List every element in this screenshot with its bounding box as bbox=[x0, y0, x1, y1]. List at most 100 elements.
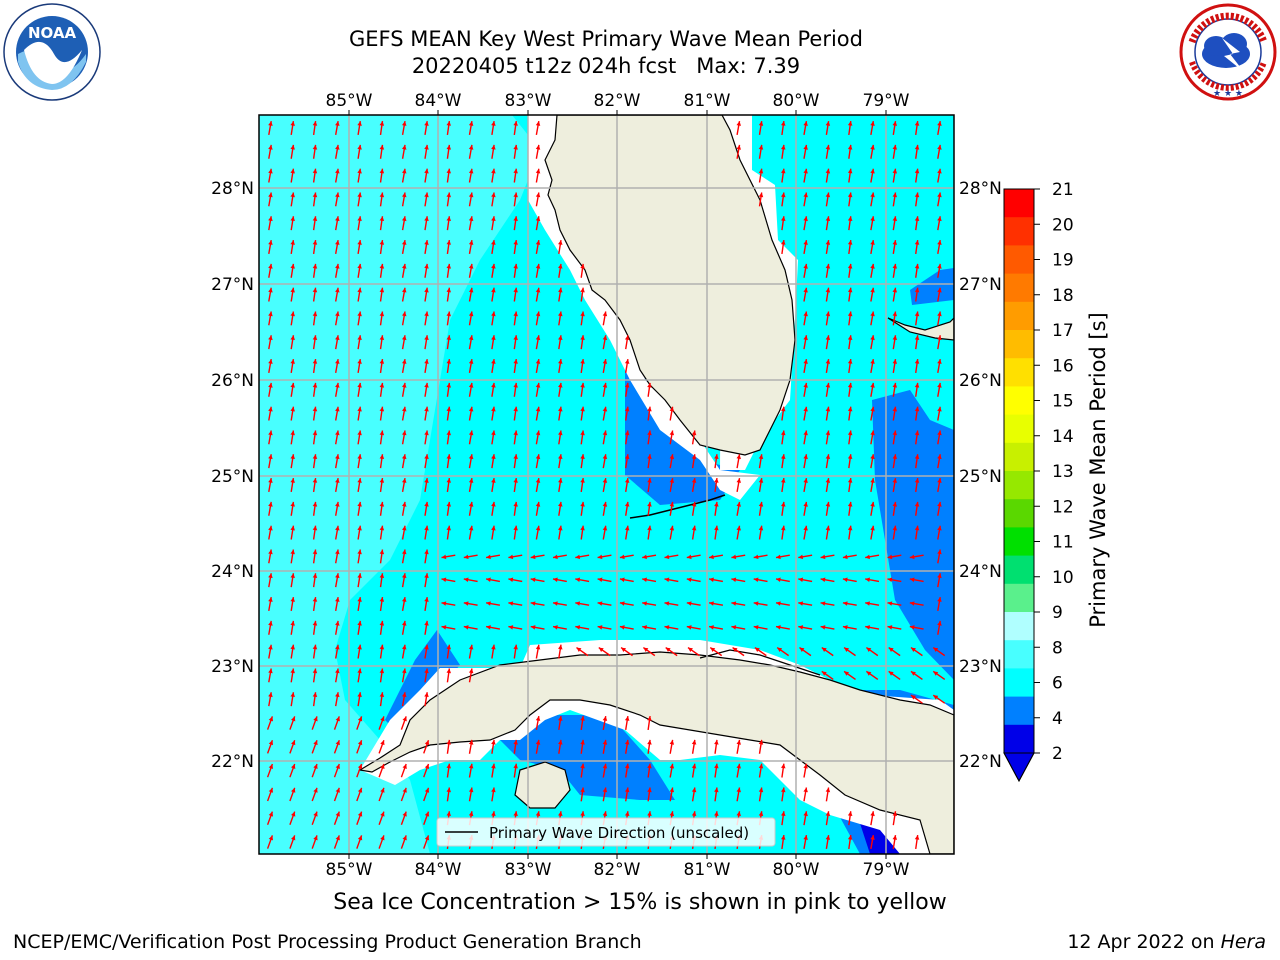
wave-arrow-head bbox=[313, 811, 318, 817]
wave-arrow-head bbox=[535, 240, 541, 245]
wave-arrow-head bbox=[558, 263, 563, 269]
lon-label-bottom: 79°W bbox=[863, 860, 910, 880]
wave-arrow-head bbox=[602, 811, 608, 817]
wave-arrow-head bbox=[268, 406, 273, 412]
wave-arrow-head bbox=[736, 478, 741, 483]
colorbar-tick-label: 17 bbox=[1052, 321, 1074, 341]
wave-arrow-head bbox=[753, 554, 759, 560]
wave-arrow-head bbox=[580, 263, 585, 269]
wave-arrow-head bbox=[887, 601, 893, 606]
wave-arrow-head bbox=[335, 644, 340, 650]
wave-arrow-head bbox=[669, 525, 675, 531]
wave-arrow-head bbox=[513, 144, 518, 150]
wave-arrow-head bbox=[379, 406, 385, 412]
wave-arrow-head bbox=[736, 121, 741, 126]
wave-arrow-head bbox=[446, 168, 452, 174]
wave-arrow-head bbox=[335, 478, 340, 483]
wave-arrow-head bbox=[379, 335, 385, 340]
wave-arrow-head bbox=[624, 525, 630, 531]
wave-arrow-head bbox=[335, 620, 340, 626]
wave-arrow-head bbox=[933, 647, 939, 652]
wave-arrow-head bbox=[335, 668, 340, 674]
wave-arrow-head bbox=[847, 501, 853, 507]
colorbar-tick-label: 15 bbox=[1052, 392, 1074, 412]
colorbar-segment bbox=[1004, 301, 1034, 331]
wave-arrow-head bbox=[714, 763, 719, 769]
wave-arrow-head bbox=[665, 647, 671, 652]
national-weather-service-logo-icon: ★ ★ ★ bbox=[1179, 3, 1277, 101]
wave-arrow-head bbox=[290, 549, 295, 555]
wave-arrow-head bbox=[424, 740, 430, 746]
colorbar-segment bbox=[1004, 245, 1034, 275]
wave-arrow-head bbox=[914, 168, 920, 174]
wave-arrow-head bbox=[468, 430, 474, 436]
wave-arrow-head bbox=[424, 787, 430, 793]
wave-arrow-head bbox=[424, 668, 429, 674]
colorbar-title: Primary Wave Mean Period [s] bbox=[1086, 312, 1110, 628]
wave-arrow-head bbox=[597, 601, 603, 606]
wave-arrow-head bbox=[268, 430, 273, 436]
wave-arrow-head bbox=[535, 311, 541, 317]
wave-arrow-head bbox=[491, 311, 496, 317]
lat-label-left: 26°N bbox=[211, 371, 254, 391]
wave-arrow-head bbox=[290, 406, 295, 412]
wave-arrow-head bbox=[758, 192, 764, 198]
wave-arrow-head bbox=[491, 359, 496, 364]
wave-arrow-head bbox=[379, 573, 385, 578]
wave-arrow-head bbox=[870, 382, 875, 388]
wave-arrow-head bbox=[624, 430, 630, 436]
wave-arrow-head bbox=[446, 263, 452, 269]
wave-arrow-head bbox=[290, 668, 295, 674]
wave-arrow-head bbox=[580, 525, 585, 531]
wave-arrow-head bbox=[892, 478, 898, 483]
colorbar-tick-label: 13 bbox=[1052, 462, 1074, 482]
wave-arrow-head bbox=[446, 787, 452, 793]
wave-arrow-head bbox=[312, 620, 318, 626]
wave-arrow-head bbox=[335, 549, 340, 555]
map-legend: Primary Wave Direction (unscaled) bbox=[436, 817, 776, 847]
wave-arrow-head bbox=[580, 311, 585, 317]
wave-arrow-head bbox=[937, 525, 942, 531]
wave-arrow-head bbox=[424, 382, 429, 388]
wave-arrow-head bbox=[647, 382, 652, 388]
wave-arrow-head bbox=[491, 501, 496, 507]
wave-arrow-head bbox=[798, 554, 804, 560]
colorbar-segment bbox=[1004, 442, 1034, 472]
wave-arrow-head bbox=[624, 382, 630, 388]
wave-arrow-head bbox=[647, 501, 652, 507]
lon-label-bottom: 85°W bbox=[326, 860, 373, 880]
lon-label-top: 80°W bbox=[773, 91, 820, 111]
wave-arrow-head bbox=[892, 192, 898, 198]
wave-arrow-head bbox=[535, 359, 541, 364]
wave-arrow-head bbox=[910, 671, 916, 676]
wave-arrow-head bbox=[821, 647, 827, 652]
wave-arrow-head bbox=[558, 430, 563, 436]
wave-arrow-head bbox=[291, 835, 296, 841]
wave-arrow-head bbox=[312, 240, 318, 245]
wave-arrow-head bbox=[575, 577, 581, 582]
wave-arrow-head bbox=[424, 335, 429, 341]
wave-arrow-head bbox=[781, 240, 786, 245]
wave-arrow-head bbox=[803, 121, 808, 126]
graticule bbox=[259, 115, 954, 854]
wave-arrow-head bbox=[268, 311, 273, 317]
wave-arrow-head bbox=[379, 311, 385, 317]
lon-label-top: 81°W bbox=[684, 91, 731, 111]
wave-arrow-head bbox=[558, 311, 563, 317]
wave-arrow-head bbox=[914, 144, 920, 150]
wave-arrow-head bbox=[402, 573, 407, 579]
wave-arrow-head bbox=[535, 739, 541, 745]
wave-arrow-head bbox=[820, 577, 826, 582]
wave-arrow-head bbox=[424, 144, 429, 150]
wave-arrow-head bbox=[535, 716, 541, 721]
wave-arrow-head bbox=[624, 787, 630, 793]
wave-arrow-head bbox=[558, 501, 563, 507]
wave-arrow-head bbox=[312, 168, 318, 174]
wave-arrow-head bbox=[781, 121, 786, 126]
wave-arrow-head bbox=[887, 577, 893, 582]
wave-arrow-head bbox=[535, 168, 541, 174]
wave-arrow-head bbox=[647, 406, 652, 412]
wave-arrow-head bbox=[380, 716, 385, 722]
wave-arrow-head bbox=[291, 811, 296, 817]
wave-arrow-head bbox=[803, 240, 808, 245]
